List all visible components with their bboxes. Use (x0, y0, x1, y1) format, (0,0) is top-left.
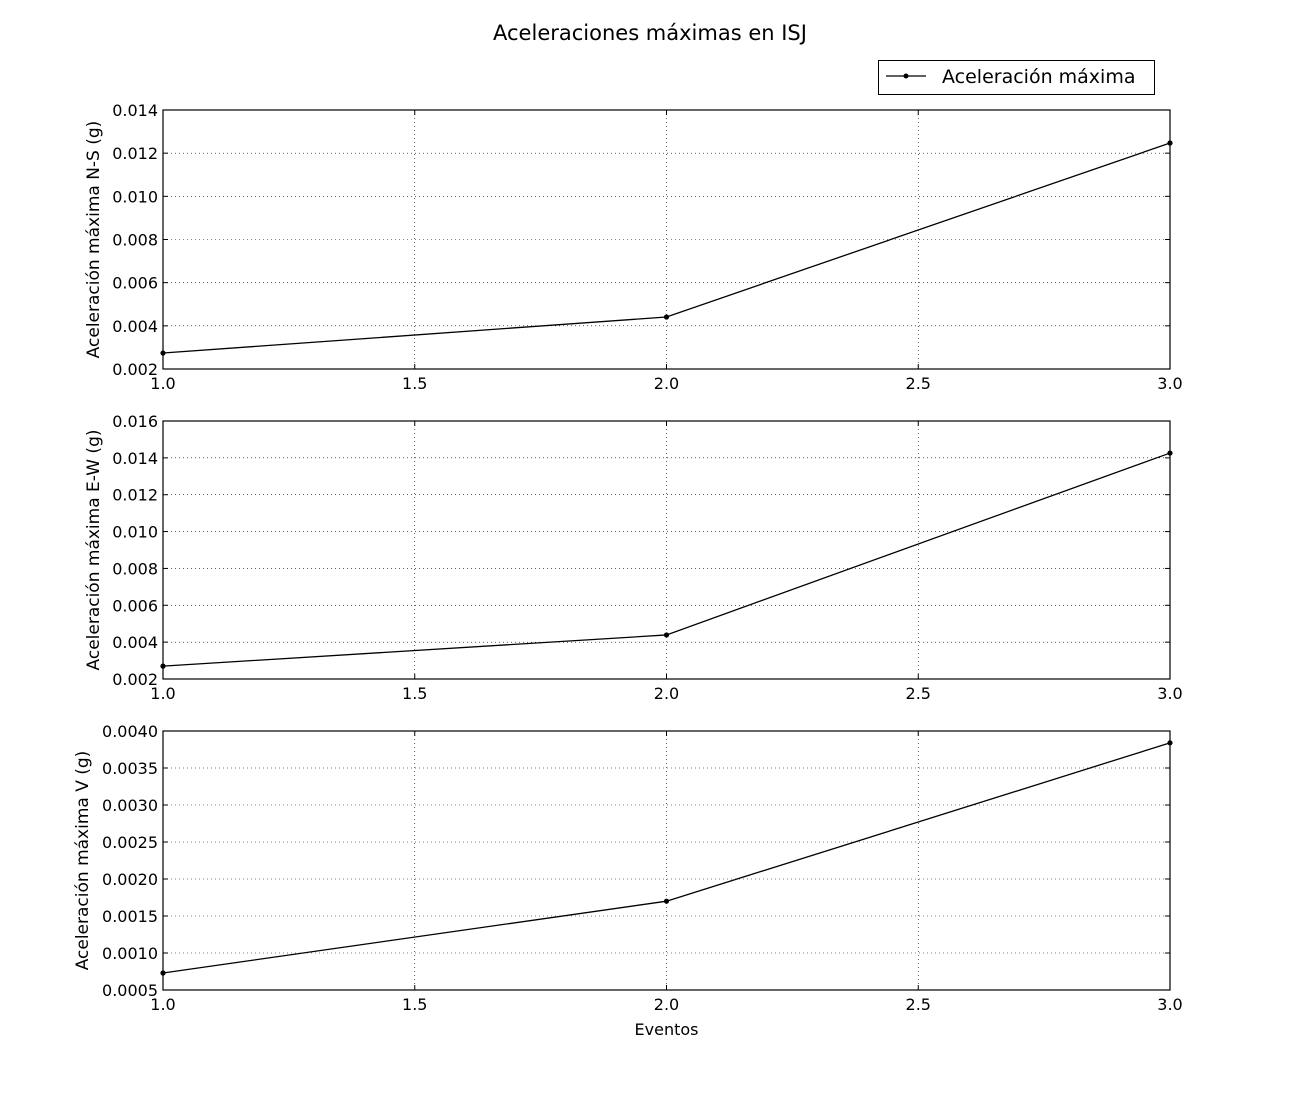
legend: Aceleración máxima (878, 60, 1155, 95)
x-tick-label: 2.0 (654, 684, 679, 703)
x-tick-label: 3.0 (1157, 995, 1182, 1014)
x-tick-label: 1.0 (150, 995, 175, 1014)
x-tick-label: 1.5 (402, 374, 427, 393)
y-tick-label: 0.008 (112, 559, 158, 578)
axes-frame (162, 109, 1171, 370)
x-tick-label: 1.5 (402, 684, 427, 703)
y-tick-label: 0.008 (112, 231, 158, 250)
data-point (663, 898, 670, 904)
y-axis-label: Aceleración máxima E-W (g) (84, 430, 104, 671)
y-tick-label: 0.006 (112, 596, 158, 615)
y-tick-label: 0.002 (112, 360, 158, 379)
y-tick-label: 0.014 (112, 101, 158, 120)
y-tick-label: 0.002 (112, 670, 158, 689)
y-tick-label: 0.016 (112, 412, 158, 431)
x-tick-label: 1.5 (402, 995, 427, 1014)
subplot-1: 1.0 1.5 2.0 2.5 3.0 0.002 0.004 0.006 0.008 0.010… (84, 101, 1183, 393)
x-tick-label: 2.0 (654, 995, 679, 1014)
y-tick-label: 0.0030 (102, 796, 158, 815)
x-tick-label: 2.5 (906, 374, 931, 393)
y-tick-label: 0.0005 (102, 981, 158, 1000)
subplot-3: 1.0 1.5 2.0 2.5 3.0 0.0005 0.0010 0.0015 0.0020 0… (73, 722, 1183, 1039)
x-tick-label: 1.0 (150, 684, 175, 703)
y-tick-label: 0.0010 (102, 944, 158, 963)
y-axis-label: Aceleración máxima N-S (g) (84, 121, 104, 359)
y-tick-label: 0.0035 (102, 759, 158, 778)
y-tick-label: 0.012 (112, 144, 158, 163)
legend-marker (903, 73, 909, 79)
y-tick-label: 0.0040 (102, 722, 158, 741)
y-tick-label: 0.010 (112, 523, 158, 542)
x-tick-label: 3.0 (1157, 374, 1182, 393)
x-tick-label: 2.5 (906, 995, 931, 1014)
y-tick-label: 0.004 (112, 317, 158, 336)
y-tick-label: 0.0025 (102, 833, 158, 852)
y-tick-label: 0.004 (112, 633, 158, 652)
y-tick-label: 0.0020 (102, 870, 158, 889)
y-tick-label: 0.010 (112, 187, 158, 206)
x-tick-label: 2.0 (654, 374, 679, 393)
legend-label: Aceleración máxima (942, 66, 1135, 88)
y-tick-label: 0.0015 (102, 907, 158, 926)
subplot-2: 1.0 1.5 2.0 2.5 3.0 0.002 0.004 0.006 0.008 0.010… (84, 412, 1183, 703)
x-axis-label: Eventos (635, 1020, 699, 1039)
data-point (663, 632, 670, 638)
y-axis-label: Aceleración máxima V (g) (73, 751, 93, 971)
data-point (663, 314, 670, 320)
x-tick-label: 1.0 (150, 374, 175, 393)
series-line (162, 742, 1171, 974)
axes-frame (162, 730, 1171, 991)
legend-box (878, 60, 1155, 95)
y-tick-label: 0.014 (112, 449, 158, 468)
axes-frame (162, 420, 1171, 680)
y-tick-label: 0.006 (112, 274, 158, 293)
x-tick-label: 3.0 (1157, 684, 1182, 703)
x-tick-label: 2.5 (906, 684, 931, 703)
y-tick-label: 0.012 (112, 486, 158, 505)
chart-title: Aceleraciones máximas en ISJ (493, 21, 807, 45)
